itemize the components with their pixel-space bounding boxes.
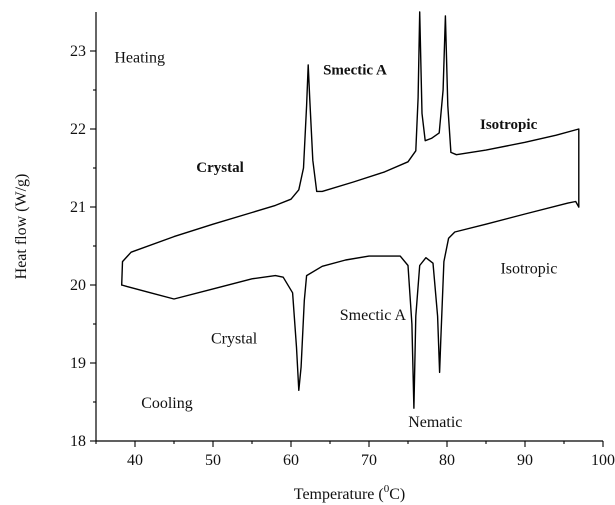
- phase-annotation: Isotropic: [500, 260, 557, 277]
- y-tick-label: 18: [70, 433, 86, 450]
- phase-annotation: Cooling: [141, 395, 193, 412]
- y-tick-label: 19: [70, 355, 86, 372]
- phase-annotation: Crystal: [211, 331, 258, 348]
- annotations: Heating Crystal Smectic A Isotropic Isotropi…: [114, 50, 557, 431]
- y-tick-label: 20: [70, 277, 86, 294]
- phase-annotation: Crystal: [196, 160, 244, 176]
- phase-annotation: Smectic A: [323, 62, 387, 78]
- x-tick-label: 90: [517, 452, 533, 469]
- x-tick-label: 70: [361, 452, 377, 469]
- x-axis-title-main: Temperature (: [294, 486, 384, 503]
- y-ticks: 18 19 20 21 22 23: [70, 43, 96, 450]
- cooling-curve: [121, 200, 580, 409]
- phase-annotation: Nematic: [408, 414, 462, 431]
- phase-annotation: Heating: [114, 50, 165, 67]
- y-tick-label: 22: [70, 121, 86, 138]
- curves: [121, 11, 580, 409]
- x-tick-label: 80: [439, 452, 455, 469]
- x-axis-title-end: C): [389, 486, 405, 503]
- x-axis-title: Temperature (0C): [294, 483, 405, 503]
- phase-annotation: Smectic A: [340, 307, 407, 324]
- x-tick-label: 50: [205, 452, 221, 469]
- y-tick-label: 23: [70, 43, 86, 60]
- x-ticks: 40 50 60 70 80 90 100: [95, 441, 615, 469]
- phase-annotation: Isotropic: [480, 117, 538, 133]
- x-tick-label: 60: [283, 452, 299, 469]
- heating-curve: [121, 11, 580, 286]
- x-tick-label: 40: [127, 452, 143, 469]
- x-tick-label: 100: [591, 452, 615, 469]
- x-axis-title-superscript: 0: [384, 483, 390, 495]
- axes: [95, 12, 603, 442]
- y-axis-title: Heat flow (W/g): [13, 174, 30, 280]
- y-tick-label: 21: [70, 199, 86, 216]
